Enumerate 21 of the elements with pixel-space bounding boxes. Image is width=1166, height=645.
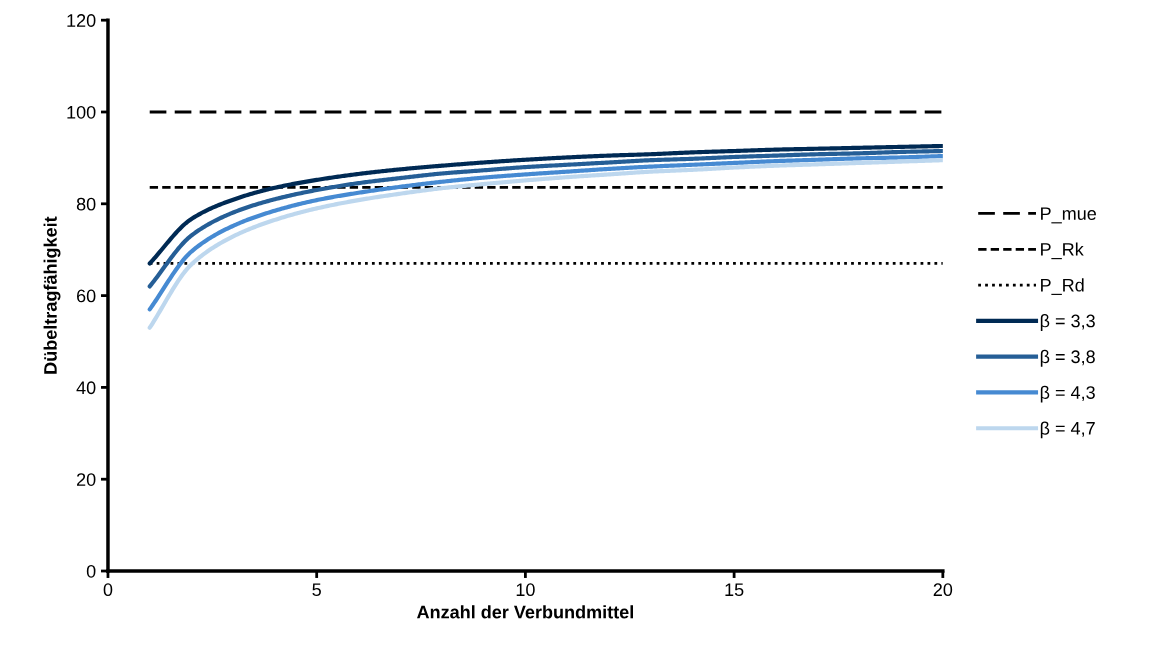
- y-tick-label: 80: [76, 197, 96, 211]
- x-tick-label: 15: [725, 583, 744, 597]
- y-tick-label: 0: [86, 564, 96, 578]
- legend-label: β = 3,8: [1040, 349, 1095, 367]
- x-tick-label: 20: [933, 583, 953, 597]
- legend-label: P_Rd: [1041, 278, 1084, 295]
- legend-label: β = 4,3: [1040, 385, 1095, 403]
- legend-label: β = 3,3: [1040, 314, 1095, 331]
- y-tick-label: 60: [77, 289, 96, 303]
- y-tick-label: 100: [67, 105, 96, 119]
- legend-label: β = 4,7: [1040, 421, 1095, 439]
- y-tick-label: 40: [76, 381, 96, 395]
- x-tick-label: 0: [103, 583, 113, 597]
- y-axis-title: Dübeltragfähigkeit: [43, 216, 61, 374]
- legend-label: P_mue: [1041, 207, 1096, 224]
- y-tick-label: 120: [67, 14, 96, 27]
- x-tick-label: 5: [312, 583, 321, 597]
- legend-label: P_Rk: [1041, 242, 1084, 260]
- x-tick-label: 10: [516, 583, 535, 597]
- x-axis-title: Anzahl der Verbundmittel: [417, 605, 633, 619]
- y-tick-label: 20: [76, 473, 96, 486]
